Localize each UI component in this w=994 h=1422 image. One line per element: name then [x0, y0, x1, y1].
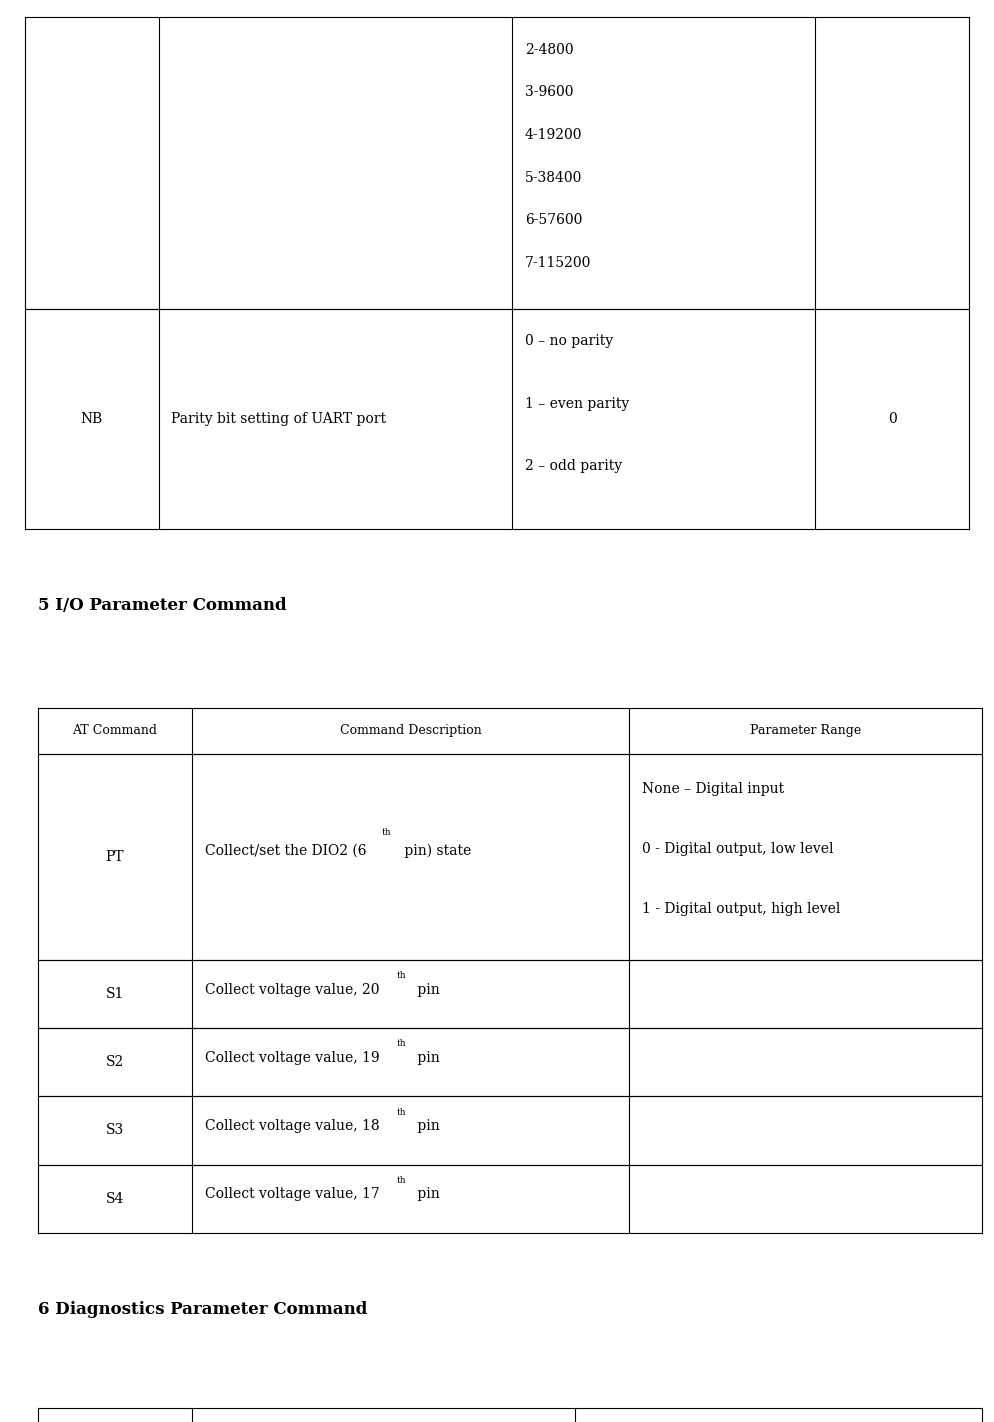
Bar — [192, 1408, 575, 1422]
Text: 0 – no parity: 0 – no parity — [525, 334, 613, 348]
Bar — [192, 708, 629, 754]
Text: 6-57600: 6-57600 — [525, 213, 582, 228]
Text: th: th — [397, 1039, 407, 1048]
Text: Collect voltage value, 19: Collect voltage value, 19 — [205, 1051, 380, 1065]
Text: pin) state: pin) state — [400, 843, 471, 859]
Text: 2 – odd parity: 2 – odd parity — [525, 459, 622, 474]
Text: 0: 0 — [888, 412, 897, 425]
Bar — [815, 309, 969, 529]
Bar — [38, 1096, 192, 1165]
Text: NB: NB — [81, 412, 103, 425]
Text: 4-19200: 4-19200 — [525, 128, 582, 142]
Text: Collect/set the DIO2 (6: Collect/set the DIO2 (6 — [205, 845, 366, 857]
Bar — [25, 17, 159, 309]
Bar — [192, 754, 629, 960]
Text: AT Command: AT Command — [73, 724, 157, 738]
Bar — [629, 708, 982, 754]
Bar — [815, 17, 969, 309]
Text: PT: PT — [105, 850, 124, 863]
Text: 1 – even parity: 1 – even parity — [525, 397, 629, 411]
Text: pin: pin — [413, 983, 439, 997]
Text: Parity bit setting of UART port: Parity bit setting of UART port — [171, 412, 386, 425]
Text: 2-4800: 2-4800 — [525, 43, 574, 57]
Bar — [192, 1028, 629, 1096]
Text: th: th — [397, 1108, 407, 1116]
Bar — [629, 960, 982, 1028]
Bar — [159, 309, 512, 529]
Bar — [159, 17, 512, 309]
Bar — [192, 1165, 629, 1233]
Text: th: th — [382, 828, 392, 838]
Text: S1: S1 — [105, 987, 124, 1001]
Text: 7-115200: 7-115200 — [525, 256, 591, 270]
Text: th: th — [397, 1176, 407, 1185]
Text: None – Digital input: None – Digital input — [642, 782, 784, 796]
Text: 1 - Digital output, high level: 1 - Digital output, high level — [642, 902, 841, 916]
Text: Collect voltage value, 20: Collect voltage value, 20 — [205, 983, 380, 997]
Bar — [512, 17, 815, 309]
Bar — [38, 1165, 192, 1233]
Text: pin: pin — [413, 1051, 439, 1065]
Text: S2: S2 — [105, 1055, 124, 1069]
Text: 0 - Digital output, low level: 0 - Digital output, low level — [642, 842, 834, 856]
Text: pin: pin — [413, 1119, 439, 1133]
Bar — [629, 1028, 982, 1096]
Bar — [38, 1408, 192, 1422]
Text: pin: pin — [413, 1187, 439, 1202]
Bar — [512, 309, 815, 529]
Text: 3-9600: 3-9600 — [525, 85, 574, 100]
Bar — [575, 1408, 982, 1422]
Bar — [38, 754, 192, 960]
Text: Collect voltage value, 18: Collect voltage value, 18 — [205, 1119, 380, 1133]
Text: th: th — [397, 971, 407, 980]
Text: Command Description: Command Description — [340, 724, 481, 738]
Bar — [38, 708, 192, 754]
Bar — [192, 960, 629, 1028]
Text: 5-38400: 5-38400 — [525, 171, 582, 185]
Bar — [25, 309, 159, 529]
Bar — [629, 1165, 982, 1233]
Bar — [629, 754, 982, 960]
Bar — [192, 1096, 629, 1165]
Text: S4: S4 — [105, 1192, 124, 1206]
Text: 6 Diagnostics Parameter Command: 6 Diagnostics Parameter Command — [38, 1301, 367, 1318]
Bar — [38, 1028, 192, 1096]
Text: Collect voltage value, 17: Collect voltage value, 17 — [205, 1187, 380, 1202]
Text: S3: S3 — [105, 1123, 124, 1138]
Text: 5 I/O Parameter Command: 5 I/O Parameter Command — [38, 597, 286, 614]
Bar — [38, 960, 192, 1028]
Text: Parameter Range: Parameter Range — [750, 724, 861, 738]
Bar — [629, 1096, 982, 1165]
